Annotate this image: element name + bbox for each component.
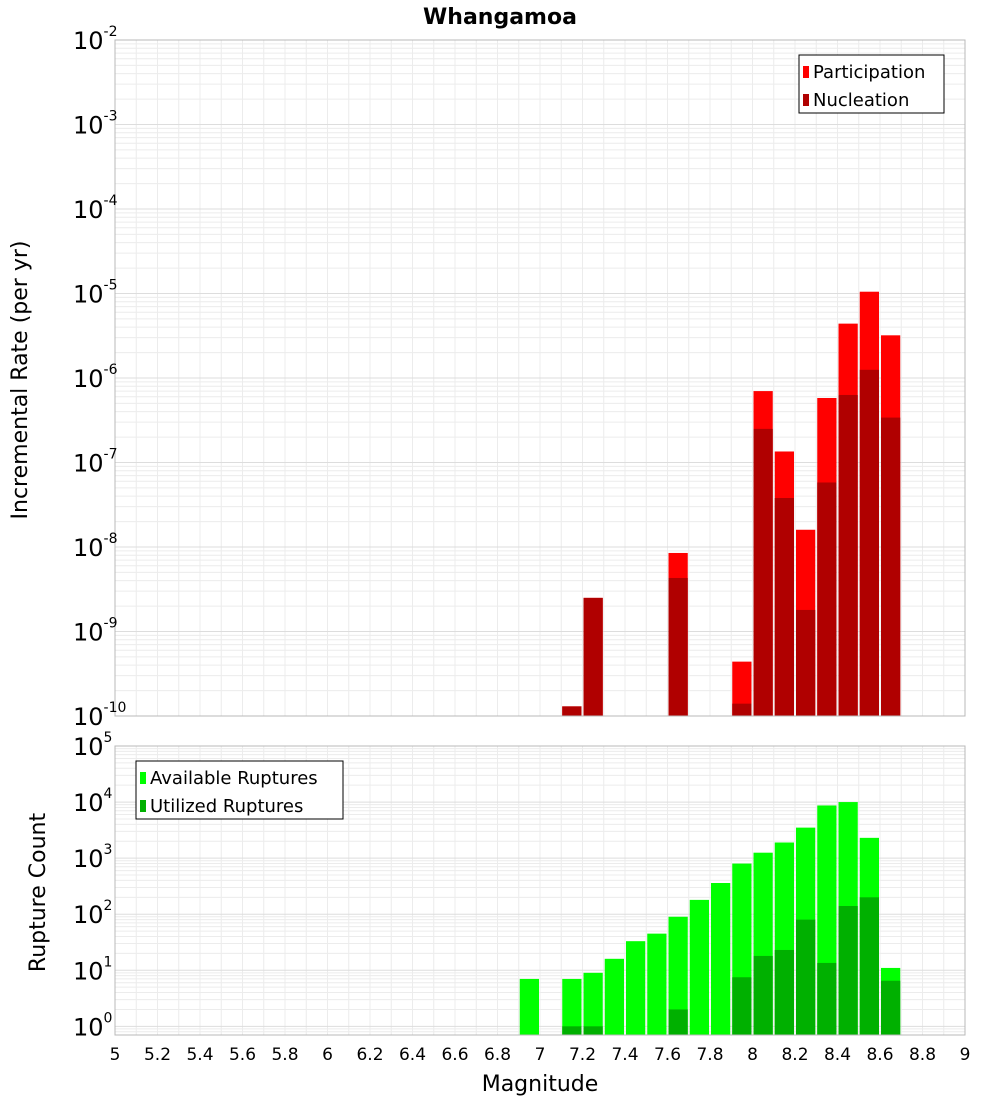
x-tick-label: 8.2 xyxy=(781,1045,808,1065)
rate-bar-nucleation xyxy=(732,703,752,716)
x-tick-label: 8 xyxy=(747,1045,758,1065)
rate-legend-label: Nucleation xyxy=(813,90,909,111)
count-bar-utilized-ruptures xyxy=(838,905,858,1035)
x-tick-label: 6.2 xyxy=(356,1045,383,1065)
x-tick-label: 9 xyxy=(960,1045,971,1065)
rate-y-tick-label: 10-8 xyxy=(73,531,118,562)
x-tick-label: 8.4 xyxy=(824,1045,851,1065)
x-tick-label: 5.2 xyxy=(144,1045,171,1065)
count-y-ticks: 100 101 102 103 104 105 xyxy=(73,730,113,1041)
count-bar-utilized-ruptures xyxy=(859,897,879,1035)
rate-legend-swatch xyxy=(803,94,809,106)
count-series-1 xyxy=(562,897,901,1035)
count-bar-utilized-ruptures xyxy=(732,977,752,1035)
count-bar-available-ruptures xyxy=(562,978,582,1035)
x-tick-label: 7.8 xyxy=(696,1045,723,1065)
rate-legend-swatch xyxy=(803,66,809,78)
count-panel: 100 101 102 103 104 105 Rupture Count Available… xyxy=(26,730,966,1041)
rate-bar-nucleation xyxy=(838,394,858,716)
count-y-tick-label: 101 xyxy=(73,954,112,985)
count-bar-available-ruptures xyxy=(689,899,709,1035)
count-bar-utilized-ruptures xyxy=(668,1009,688,1035)
count-bar-available-ruptures xyxy=(519,978,539,1035)
rate-y-tick-label: 10-6 xyxy=(73,362,118,393)
count-y-tick-label: 104 xyxy=(73,786,113,817)
rate-legend: Participation Nucleation xyxy=(798,54,945,114)
rate-legend-box xyxy=(798,54,945,114)
x-tick-label: 7.6 xyxy=(654,1045,681,1065)
rate-bar-nucleation xyxy=(583,597,603,716)
rate-y-tick-label: 10-2 xyxy=(73,24,118,55)
count-bar-available-ruptures xyxy=(647,933,667,1035)
rate-y-tick-label: 10-10 xyxy=(73,700,126,731)
count-bar-utilized-ruptures xyxy=(583,1026,603,1035)
x-axis-ticks: 5 5.2 5.4 5.6 5.8 6 6.2 6.4 6.6 6.8 7 7.2 7.4 7.6 7.8 8… xyxy=(110,1045,971,1065)
count-bar-utilized-ruptures xyxy=(817,962,837,1035)
rate-y-tick-label: 10-4 xyxy=(73,193,118,224)
x-tick-label: 7 xyxy=(535,1045,546,1065)
rate-y-tick-label: 10-7 xyxy=(73,447,118,478)
rate-bar-nucleation xyxy=(859,369,879,716)
rate-bar-nucleation xyxy=(774,498,794,716)
count-bar-available-ruptures xyxy=(668,916,688,1035)
count-legend-swatch xyxy=(140,772,146,784)
x-tick-label: 6 xyxy=(322,1045,333,1065)
x-tick-label: 7.4 xyxy=(611,1045,638,1065)
rate-y-axis-label: Incremental Rate (per yr) xyxy=(8,241,33,520)
rate-y-tick-label: 10-3 xyxy=(73,109,118,140)
rate-y-tick-label: 10-5 xyxy=(73,278,118,309)
x-tick-label: 5 xyxy=(110,1045,121,1065)
rate-panel: 10-10 10-9 10-8 10-7 10-6 10-5 10-4 10-3 10-2 Inc… xyxy=(8,24,966,731)
rate-y-ticks: 10-10 10-9 10-8 10-7 10-6 10-5 10-4 10-3 10-2 xyxy=(73,24,126,731)
x-tick-label: 6.8 xyxy=(484,1045,511,1065)
rate-grid xyxy=(114,39,966,717)
x-tick-label: 6.4 xyxy=(399,1045,426,1065)
count-y-axis-label: Rupture Count xyxy=(26,813,51,973)
count-bar-utilized-ruptures xyxy=(774,949,794,1035)
x-tick-label: 7.2 xyxy=(569,1045,596,1065)
count-bar-utilized-ruptures xyxy=(796,919,816,1035)
rate-plot-border xyxy=(114,39,966,717)
count-legend-label: Available Ruptures xyxy=(150,768,318,789)
count-bar-available-ruptures xyxy=(583,972,603,1035)
count-bar-utilized-ruptures xyxy=(753,955,773,1035)
x-tick-label: 6.6 xyxy=(441,1045,468,1065)
x-axis-label: Magnitude xyxy=(482,1072,599,1097)
rate-bar-nucleation xyxy=(881,417,901,716)
count-bar-available-ruptures xyxy=(626,941,646,1035)
count-legend-swatch xyxy=(140,800,146,812)
count-bar-utilized-ruptures xyxy=(881,980,901,1035)
x-tick-label: 5.8 xyxy=(271,1045,298,1065)
count-y-tick-label: 102 xyxy=(73,898,112,929)
count-y-tick-label: 103 xyxy=(73,842,112,873)
chart-title: Whangamoa xyxy=(423,5,577,30)
rate-legend-label: Participation xyxy=(813,62,925,83)
rate-bar-nucleation xyxy=(796,609,816,716)
count-legend: Available Ruptures Utilized Ruptures xyxy=(135,760,344,820)
count-bar-available-ruptures xyxy=(711,883,731,1035)
count-bar-utilized-ruptures xyxy=(562,1026,582,1035)
rate-bar-nucleation xyxy=(817,482,837,716)
x-tick-label: 5.4 xyxy=(186,1045,213,1065)
rate-bar-nucleation xyxy=(562,706,582,716)
rate-bar-nucleation xyxy=(668,577,688,716)
rate-y-tick-label: 10-9 xyxy=(73,616,118,647)
count-legend-label: Utilized Ruptures xyxy=(150,796,303,817)
x-tick-label: 8.6 xyxy=(866,1045,893,1065)
x-tick-label: 8.8 xyxy=(909,1045,936,1065)
count-plot-border xyxy=(114,745,966,1036)
x-tick-label: 5.6 xyxy=(229,1045,256,1065)
rate-bar-nucleation xyxy=(753,428,773,716)
count-y-tick-label: 100 xyxy=(73,1010,112,1041)
count-y-tick-label: 105 xyxy=(73,730,112,761)
count-legend-box xyxy=(135,760,344,820)
rate-series-1 xyxy=(562,369,901,716)
rate-bar-participation xyxy=(732,661,752,716)
count-bar-available-ruptures xyxy=(604,958,624,1035)
